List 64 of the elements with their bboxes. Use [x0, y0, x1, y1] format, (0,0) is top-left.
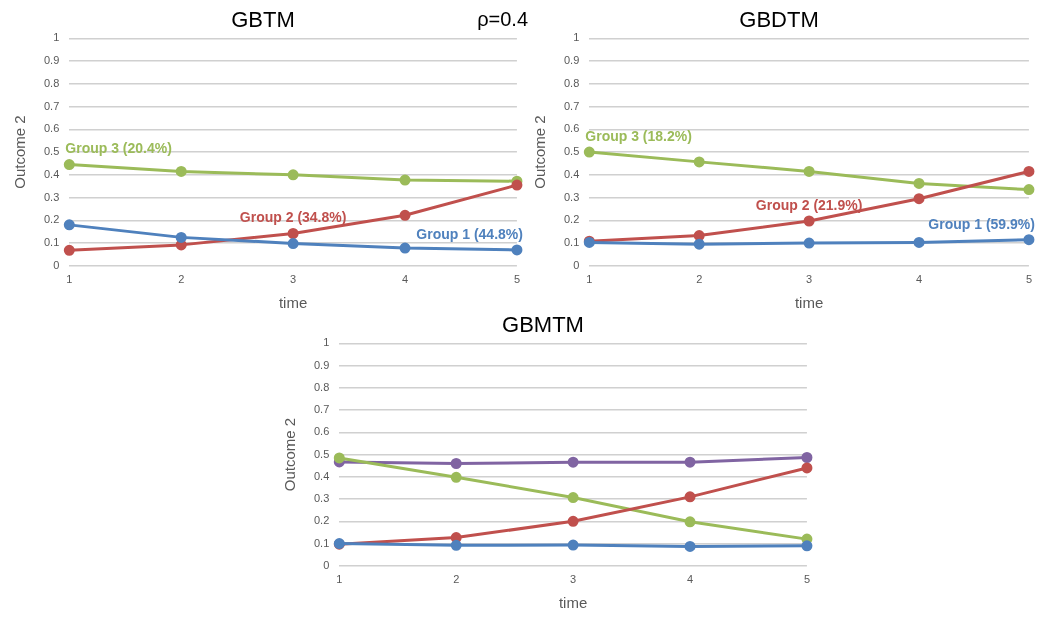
series-label: Group 2 (34.8%) [239, 209, 347, 226]
x-tick-label: 5 [803, 573, 810, 586]
y-tick-label: 0.8 [43, 76, 60, 89]
y-axis-title: Outcome 2 [531, 115, 549, 189]
x-tick-label: 3 [290, 273, 297, 286]
x-tick-label: 3 [570, 573, 577, 586]
y-axis-title: Outcome 2 [281, 417, 299, 492]
chart-title: GBMTM [502, 312, 584, 338]
y-tick-label: 0 [323, 558, 330, 571]
x-tick-label: 1 [66, 273, 73, 286]
x-tick-label: 2 [696, 273, 703, 286]
y-tick-label: 0.5 [563, 145, 580, 158]
y-tick-label: 0.7 [313, 403, 330, 416]
y-tick-label: 0.1 [313, 536, 330, 549]
chart-title: GBDTM [739, 7, 819, 33]
x-tick-label: 2 [453, 573, 460, 586]
x-tick-label: 1 [586, 273, 593, 286]
y-tick-label: 0.2 [313, 514, 330, 527]
y-tick-label: 1 [53, 31, 60, 44]
y-tick-label: 0.9 [313, 358, 330, 371]
y-tick-label: 0.5 [313, 447, 330, 460]
x-tick-label: 1 [336, 573, 343, 586]
series-label: Group 1 (44.8%) [416, 225, 523, 242]
y-tick-label: 0 [53, 258, 60, 271]
y-tick-label: 0.3 [43, 190, 60, 203]
y-tick-label: 0.9 [563, 54, 580, 67]
series-label: Group 3 (18.2%) [585, 127, 692, 144]
y-tick-label: 0.9 [43, 54, 60, 67]
x-tick-label: 2 [178, 273, 185, 286]
x-axis-title: time [794, 294, 824, 312]
x-tick-label: 3 [806, 273, 813, 286]
y-tick-label: 0.1 [43, 236, 60, 249]
series-label: Group 2 (21.9%) [755, 196, 863, 213]
y-tick-label: 0.6 [563, 122, 580, 135]
y-tick-label: 0 [573, 258, 580, 271]
x-tick-label: 4 [401, 273, 409, 286]
y-tick-label: 0.6 [313, 425, 330, 438]
x-tick-label: 5 [1025, 273, 1032, 286]
y-tick-label: 0.3 [313, 492, 330, 505]
y-tick-label: 0.4 [43, 167, 60, 180]
y-tick-label: 0.5 [43, 145, 60, 158]
chart-title: GBTM [231, 7, 295, 33]
y-tick-label: 0.7 [43, 99, 60, 112]
y-axis-title: Outcome 2 [11, 115, 29, 189]
x-axis-title: time [558, 594, 588, 612]
series-label: Group 3 (20.4%) [65, 140, 172, 157]
y-tick-label: 0.3 [563, 190, 580, 203]
y-tick-label: 0.4 [563, 167, 580, 180]
x-tick-label: 4 [915, 273, 923, 286]
y-tick-label: 0.6 [43, 122, 60, 135]
y-tick-label: 1 [323, 336, 330, 349]
y-tick-label: 0.8 [563, 76, 580, 89]
y-tick-label: 0.2 [43, 213, 60, 226]
y-tick-label: 0.4 [313, 469, 330, 482]
x-tick-label: 5 [513, 273, 520, 286]
y-tick-label: 0.7 [563, 99, 580, 112]
y-tick-label: 1 [573, 31, 580, 44]
series-label: Group 1 (59.9%) [928, 215, 1035, 232]
x-axis-title: time [278, 294, 308, 312]
y-tick-label: 0.2 [563, 213, 580, 226]
y-tick-label: 0.8 [313, 380, 330, 393]
x-tick-label: 4 [686, 573, 694, 586]
text: ρ=0.4 [477, 8, 528, 31]
y-tick-label: 0.1 [563, 236, 580, 249]
